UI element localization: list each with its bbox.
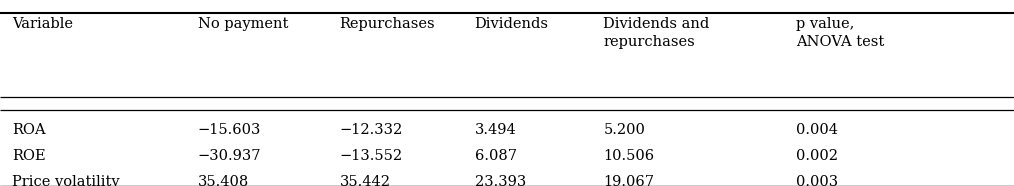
Text: Variable: Variable: [12, 17, 73, 31]
Text: 0.004: 0.004: [796, 123, 838, 137]
Text: No payment: No payment: [198, 17, 288, 31]
Text: p value,
ANOVA test: p value, ANOVA test: [796, 17, 884, 49]
Text: Dividends: Dividends: [475, 17, 549, 31]
Text: 3.494: 3.494: [475, 123, 516, 137]
Text: −30.937: −30.937: [198, 149, 262, 163]
Text: 35.408: 35.408: [198, 175, 249, 186]
Text: Price volatility: Price volatility: [12, 175, 120, 186]
Text: 10.506: 10.506: [603, 149, 654, 163]
Text: 6.087: 6.087: [475, 149, 516, 163]
Text: −13.552: −13.552: [340, 149, 403, 163]
Text: 19.067: 19.067: [603, 175, 654, 186]
Text: −15.603: −15.603: [198, 123, 262, 137]
Text: ROA: ROA: [12, 123, 46, 137]
Text: 0.002: 0.002: [796, 149, 838, 163]
Text: Dividends and
repurchases: Dividends and repurchases: [603, 17, 710, 49]
Text: 23.393: 23.393: [475, 175, 526, 186]
Text: 0.003: 0.003: [796, 175, 839, 186]
Text: Repurchases: Repurchases: [340, 17, 435, 31]
Text: −12.332: −12.332: [340, 123, 403, 137]
Text: ROE: ROE: [12, 149, 46, 163]
Text: 5.200: 5.200: [603, 123, 645, 137]
Text: 35.442: 35.442: [340, 175, 390, 186]
